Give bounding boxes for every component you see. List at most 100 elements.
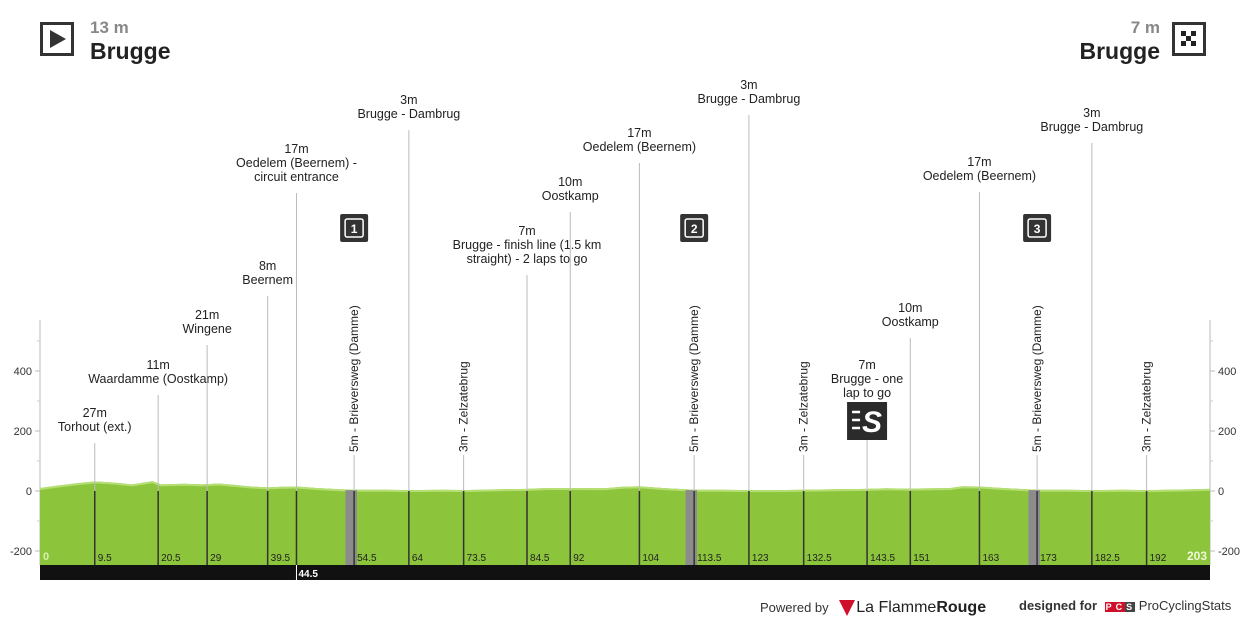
waypoint-altitude: 8m <box>259 259 276 273</box>
waypoint-altitude: 3m <box>1083 106 1100 120</box>
cobble-sector-badge <box>680 214 709 242</box>
km-label: 29 <box>210 553 222 564</box>
y-tick-label-left: -200 <box>10 546 32 558</box>
km-label: 132.5 <box>807 553 832 564</box>
waypoint-altitude: 11m <box>146 358 169 372</box>
km-label: 64 <box>412 553 424 564</box>
waypoint-name: Brugge - one <box>831 372 903 386</box>
waypoint-name: Waardamme (Oostkamp) <box>88 372 228 386</box>
y-tick-label-right: 0 <box>1218 486 1224 498</box>
waypoint-name: circuit entrance <box>254 170 339 184</box>
cobble-sector-badge-frame <box>684 218 704 238</box>
cobbled-sector <box>1028 490 1040 565</box>
brand-la-flamme: La Flamme <box>856 599 937 616</box>
waypoint-name: Oostkamp <box>542 189 599 203</box>
waypoint-label-vertical: 3m - Zelzatebrug <box>1140 361 1154 452</box>
waypoint-name: Brugge - finish line (1.5 km <box>453 238 602 252</box>
y-tick-label-right: 400 <box>1218 366 1236 378</box>
elevation-profile-area <box>40 481 1210 565</box>
waypoint-label-vertical: 3m - Zelzatebrug <box>457 361 471 452</box>
km-label-start: 0 <box>43 551 49 563</box>
waypoint-name: Oedelem (Beernem) <box>583 140 696 154</box>
km-label: 151 <box>913 553 930 564</box>
waypoint-label-vertical: 3m - Zelzatebrug <box>797 361 811 452</box>
sprint-icon-letter: S <box>862 406 882 439</box>
checkered-flag-icon <box>1172 22 1206 56</box>
start-altitude: 13 m <box>90 18 129 37</box>
km-label: 192 <box>1150 553 1167 564</box>
la-flamme-rouge-logo-icon <box>839 600 856 616</box>
waypoint-altitude: 3m <box>740 78 757 92</box>
waypoint-name: Brugge - Dambrug <box>1040 120 1143 134</box>
waypoint-name: lap to go <box>843 386 891 400</box>
waypoint-label-vertical: 5m - Brieversweg (Damme) <box>1030 305 1044 452</box>
y-tick-label-left: 200 <box>14 426 32 438</box>
finish-altitude: 7 m <box>1130 18 1160 37</box>
cobbled-sector <box>685 490 698 565</box>
km-label: 173 <box>1040 553 1057 564</box>
stage-profile-chart: -200 -200 0 0 200 200 400 400 44.5 0 9.5 20.5 29 39.5… <box>10 78 1240 580</box>
km-label: 143.5 <box>870 553 895 564</box>
km-label: 20.5 <box>161 553 181 564</box>
cobble-sector-number: 2 <box>691 222 698 236</box>
designed-for-text: designed for <box>1019 598 1098 613</box>
y-tick-label-left: 400 <box>14 366 32 378</box>
km-label: 123 <box>752 553 769 564</box>
waypoint-name: straight) - 2 laps to go <box>467 252 588 266</box>
waypoint-name: Beernem <box>242 273 293 287</box>
km-label: 182.5 <box>1095 553 1120 564</box>
waypoint-name: Wingene <box>182 322 231 336</box>
waypoint-altitude: 7m <box>518 224 535 238</box>
finish-header: 7 m Brugge <box>1080 18 1161 64</box>
waypoint-altitude: 7m <box>858 358 875 372</box>
powered-by: Powered by La FlammeRouge <box>760 598 986 617</box>
y-tick-label-left: 0 <box>26 486 32 498</box>
finish-city: Brugge <box>1079 38 1161 64</box>
cobble-sector-badge-frame <box>344 218 364 238</box>
start-play-icon <box>40 22 74 56</box>
cobble-sector-badge <box>340 214 369 242</box>
waypoint-altitude: 27m <box>83 406 107 420</box>
powered-by-text: Powered by <box>760 600 829 615</box>
cobbled-sector <box>345 490 357 565</box>
km-label: 113.5 <box>697 553 722 564</box>
km-label: 9.5 <box>98 553 112 564</box>
waypoint-name: Brugge - Dambrug <box>357 107 460 121</box>
brand-procyclingstats: ProCyclingStats <box>1138 598 1232 613</box>
km-label: 163 <box>982 553 999 564</box>
waypoint-name: Oostkamp <box>882 315 939 329</box>
waypoint-name: Oedelem (Beernem) <box>923 169 1036 183</box>
waypoint-altitude: 10m <box>898 301 922 315</box>
km-label: 73.5 <box>467 553 487 564</box>
km-label: 104 <box>642 553 659 564</box>
waypoint-altitude: 3m <box>400 93 417 107</box>
y-tick-label-right: 200 <box>1218 426 1236 438</box>
waypoint-altitude: 17m <box>627 126 651 140</box>
circuit-entrance-km-label: 44.5 <box>298 569 318 580</box>
waypoint-name: Oedelem (Beernem) - <box>236 156 357 170</box>
waypoint-label-vertical: 5m - Brieversweg (Damme) <box>347 305 361 452</box>
waypoint-label-vertical: 5m - Brieversweg (Damme) <box>687 305 701 452</box>
waypoint-altitude: 10m <box>558 175 582 189</box>
brand-rouge: Rouge <box>936 599 987 616</box>
start-city: Brugge <box>90 38 171 64</box>
waypoint-altitude: 21m <box>195 308 219 322</box>
elevation-profile-top <box>39 481 1211 493</box>
waypoint-name: Torhout (ext.) <box>58 420 132 434</box>
start-header: 13 m Brugge <box>90 18 171 64</box>
cobble-sector-number: 1 <box>351 222 358 236</box>
km-label: 54.5 <box>357 553 377 564</box>
km-label: 84.5 <box>530 553 550 564</box>
y-tick-label-right: -200 <box>1218 546 1240 558</box>
waypoint-altitude: 17m <box>967 155 991 169</box>
distance-bar <box>40 565 1210 580</box>
km-label-finish: 203 <box>1187 549 1207 563</box>
km-label: 92 <box>573 553 585 564</box>
cobble-sector-number: 3 <box>1034 222 1041 236</box>
waypoint-name: Brugge - Dambrug <box>698 92 801 106</box>
waypoint-altitude: 17m <box>284 142 308 156</box>
cobble-sector-badge-frame <box>1027 218 1047 238</box>
km-label: 39.5 <box>271 553 291 564</box>
